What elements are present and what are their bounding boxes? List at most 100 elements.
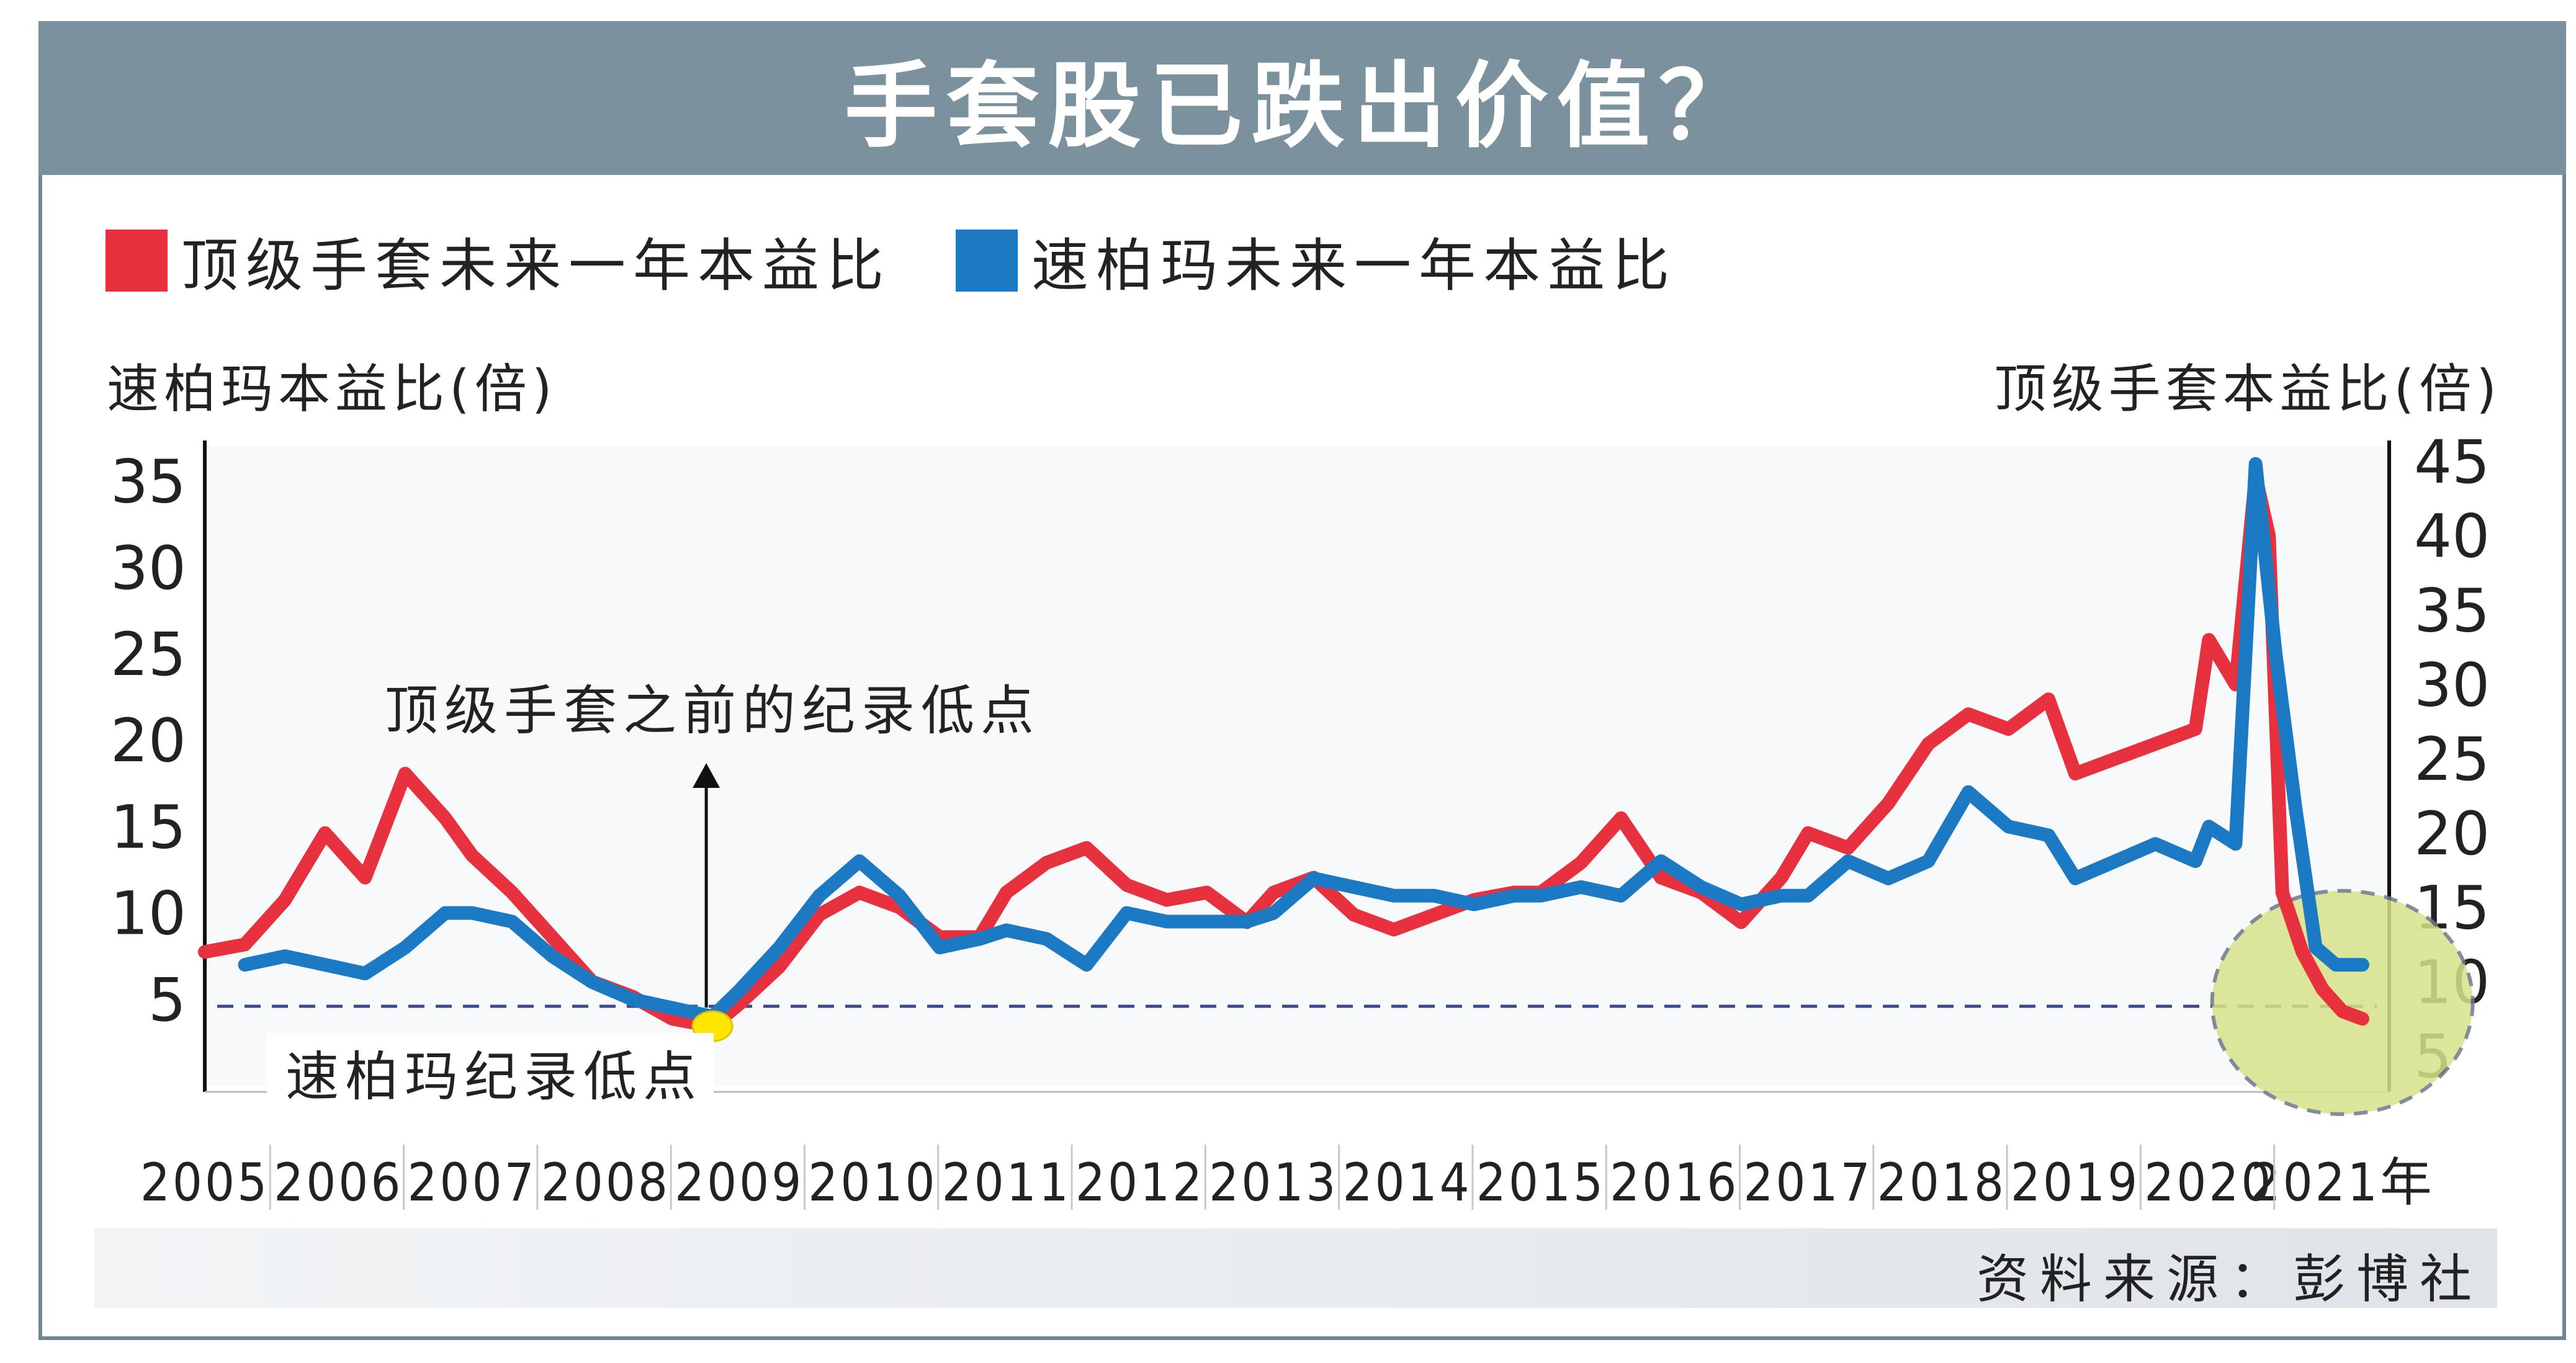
top-glove-point <box>1846 845 1851 851</box>
top-glove-point <box>2279 890 2285 895</box>
x-tick-label: 2017 <box>1743 1152 1872 1213</box>
top-glove-point <box>2300 949 2305 955</box>
supermax-point <box>737 988 742 993</box>
supermax-point <box>817 893 822 898</box>
supermax-point <box>1244 919 1250 924</box>
top-glove-point <box>2320 986 2325 992</box>
top-glove-point <box>776 964 782 970</box>
top-glove-point <box>2192 726 2198 732</box>
top-glove-point <box>1164 897 1170 903</box>
supermax-point <box>1805 893 1811 898</box>
top-glove-point <box>737 1001 742 1007</box>
left-tick-label: 5 <box>148 965 186 1035</box>
top-glove-point <box>2206 637 2212 643</box>
supermax-point <box>1311 875 1316 881</box>
title-bar: 手套股已跌出价值？ <box>38 21 2566 175</box>
supermax-point <box>1658 859 1664 864</box>
top-glove-point <box>2046 697 2052 702</box>
top-glove-point <box>1124 882 1129 888</box>
supermax-point <box>856 859 862 864</box>
chart-title: 手套股已跌出价值？ <box>844 52 1761 161</box>
left-tick-label: 30 <box>110 534 186 603</box>
left-tick-label: 20 <box>110 706 186 775</box>
top-glove-point <box>2112 756 2118 762</box>
supermax-point <box>1965 789 1971 795</box>
top-glove-point <box>856 890 862 895</box>
supermax-point <box>469 910 475 916</box>
top-glove-point <box>202 949 207 955</box>
top-glove-point <box>1578 860 1584 865</box>
supermax-point <box>1885 875 1891 881</box>
x-tick-label: 2021年 <box>2251 1152 2435 1213</box>
top-glove-point <box>1779 875 1784 880</box>
top-glove-point <box>1271 890 1277 895</box>
source-text: 资料来源：彭博社 <box>1976 1249 2483 1310</box>
supermax-point <box>1471 901 1477 907</box>
x-tick-label: 2016 <box>1610 1152 1739 1213</box>
right-tick-label: 45 <box>2414 427 2490 497</box>
supermax-point <box>2153 841 2158 847</box>
legend-item-supermax: 速柏玛未来一年本益比 <box>956 223 1677 299</box>
top-glove-point <box>2006 726 2011 732</box>
top-glove-point <box>670 1016 675 1022</box>
right-tick-label: 25 <box>2414 725 2490 794</box>
x-tick-label: 2011 <box>942 1152 1071 1213</box>
supermax-point <box>2253 461 2258 467</box>
supermax-point <box>937 945 943 950</box>
supermax-point <box>2313 945 2318 950</box>
top-glove-point <box>1084 845 1089 851</box>
x-tick-label: 2006 <box>274 1152 403 1213</box>
top-glove-point <box>1618 815 1624 821</box>
x-tick-label: 2014 <box>1342 1152 1471 1213</box>
right-axis-title: 顶级手套本益比(倍) <box>1994 359 2502 419</box>
left-tick-label: 25 <box>110 620 186 689</box>
top-glove-point <box>1805 830 1811 836</box>
top-glove-point <box>402 771 408 776</box>
left-tick-label: 35 <box>110 447 186 517</box>
annotation-supermax-low: 速柏玛纪录低点 <box>285 1046 702 1108</box>
supermax-point <box>1351 884 1357 890</box>
top-glove-point <box>1926 741 1931 747</box>
supermax-point <box>1164 919 1170 924</box>
supermax-point <box>1578 884 1584 890</box>
supermax-point <box>1699 884 1704 890</box>
top-glove-point <box>1965 712 1971 717</box>
supermax-point <box>282 954 288 959</box>
top-glove-point <box>549 934 555 940</box>
top-glove-point <box>509 890 515 895</box>
supermax-point <box>2273 651 2279 657</box>
supermax-point <box>1044 936 1049 942</box>
supermax-point <box>1538 893 1543 898</box>
top-glove-point <box>2233 682 2238 687</box>
x-tick-label: 2009 <box>675 1152 804 1213</box>
top-glove-point <box>1351 912 1357 918</box>
right-tick-label: 35 <box>2414 576 2490 645</box>
top-glove-point <box>2340 1009 2345 1014</box>
supermax-point <box>509 919 515 924</box>
x-tick-label: 2005 <box>140 1152 269 1213</box>
top-glove-point <box>1044 860 1049 865</box>
supermax-point <box>1926 859 1931 864</box>
x-tick-label: 2018 <box>1877 1152 2006 1213</box>
supermax-point <box>1124 910 1129 916</box>
top-glove-point <box>282 897 288 903</box>
left-tick-label: 10 <box>110 879 186 949</box>
x-tick-label: 2008 <box>541 1152 670 1213</box>
supermax-point <box>590 979 595 985</box>
supermax-point <box>2046 833 2052 838</box>
supermax-point <box>1391 893 1397 898</box>
supermax-point <box>897 893 902 898</box>
supermax-point <box>776 945 782 950</box>
supermax-point <box>2233 841 2238 847</box>
annotation-supermax-low-bg <box>267 1033 714 1114</box>
supermax-point <box>2359 962 2365 968</box>
supermax-point <box>2006 824 2011 829</box>
supermax-point <box>1271 910 1277 916</box>
x-tick-label: 2020 <box>2144 1152 2273 1213</box>
top-glove-point <box>2153 741 2158 747</box>
top-glove-point <box>2359 1016 2365 1022</box>
annotation-top-glove-low: 顶级手套之前的纪录低点 <box>385 680 1040 742</box>
supermax-point <box>2206 824 2212 829</box>
supermax-point <box>242 962 248 968</box>
